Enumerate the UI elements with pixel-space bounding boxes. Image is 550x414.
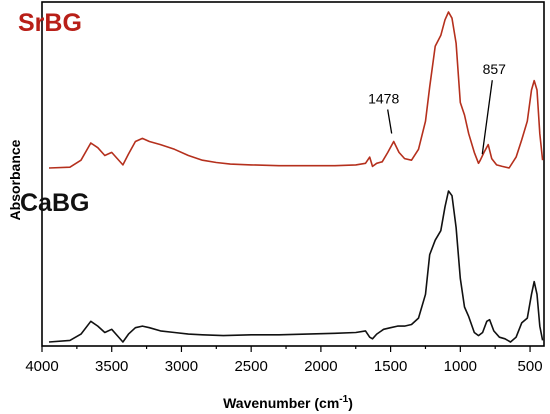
x-tick-label-1000: 1000 <box>444 358 477 375</box>
plot-border <box>41 1 545 347</box>
x-axis-ticks: 4000 3500 3000 2500 2000 1500 1000 500 <box>25 346 543 375</box>
annotations: 1478 857 <box>368 61 507 155</box>
series-group <box>48 11 544 343</box>
x-axis-title: Wavenumber (cm-1) <box>223 394 353 411</box>
x-axis-title-sup: -1 <box>339 394 348 405</box>
plot-frame <box>41 1 545 347</box>
series-label-cabg: CaBG <box>20 189 89 217</box>
y-axis-title: Absorbance <box>7 139 23 220</box>
x-axis-title-end: ) <box>348 395 353 411</box>
x-tick-label-4000: 4000 <box>25 358 58 375</box>
x-axis-title-main: Wavenumber (cm <box>223 395 339 411</box>
annotation-1478: 1478 <box>368 90 399 106</box>
x-tick-label-3500: 3500 <box>95 358 128 375</box>
series-line-cabg <box>48 190 544 343</box>
series-label-srbg: SrBG <box>18 9 82 37</box>
x-tick-label-3000: 3000 <box>165 358 198 375</box>
annotation-857: 857 <box>483 61 507 77</box>
annotation-pointer-857 <box>481 80 493 155</box>
x-tick-label-2500: 2500 <box>234 358 267 375</box>
x-tick-label-1500: 1500 <box>374 358 407 375</box>
annotation-pointer-1478 <box>387 109 393 134</box>
x-tick-label-2000: 2000 <box>304 358 337 375</box>
x-tick-label-500: 500 <box>518 358 543 375</box>
series-line-srbg <box>48 11 544 169</box>
